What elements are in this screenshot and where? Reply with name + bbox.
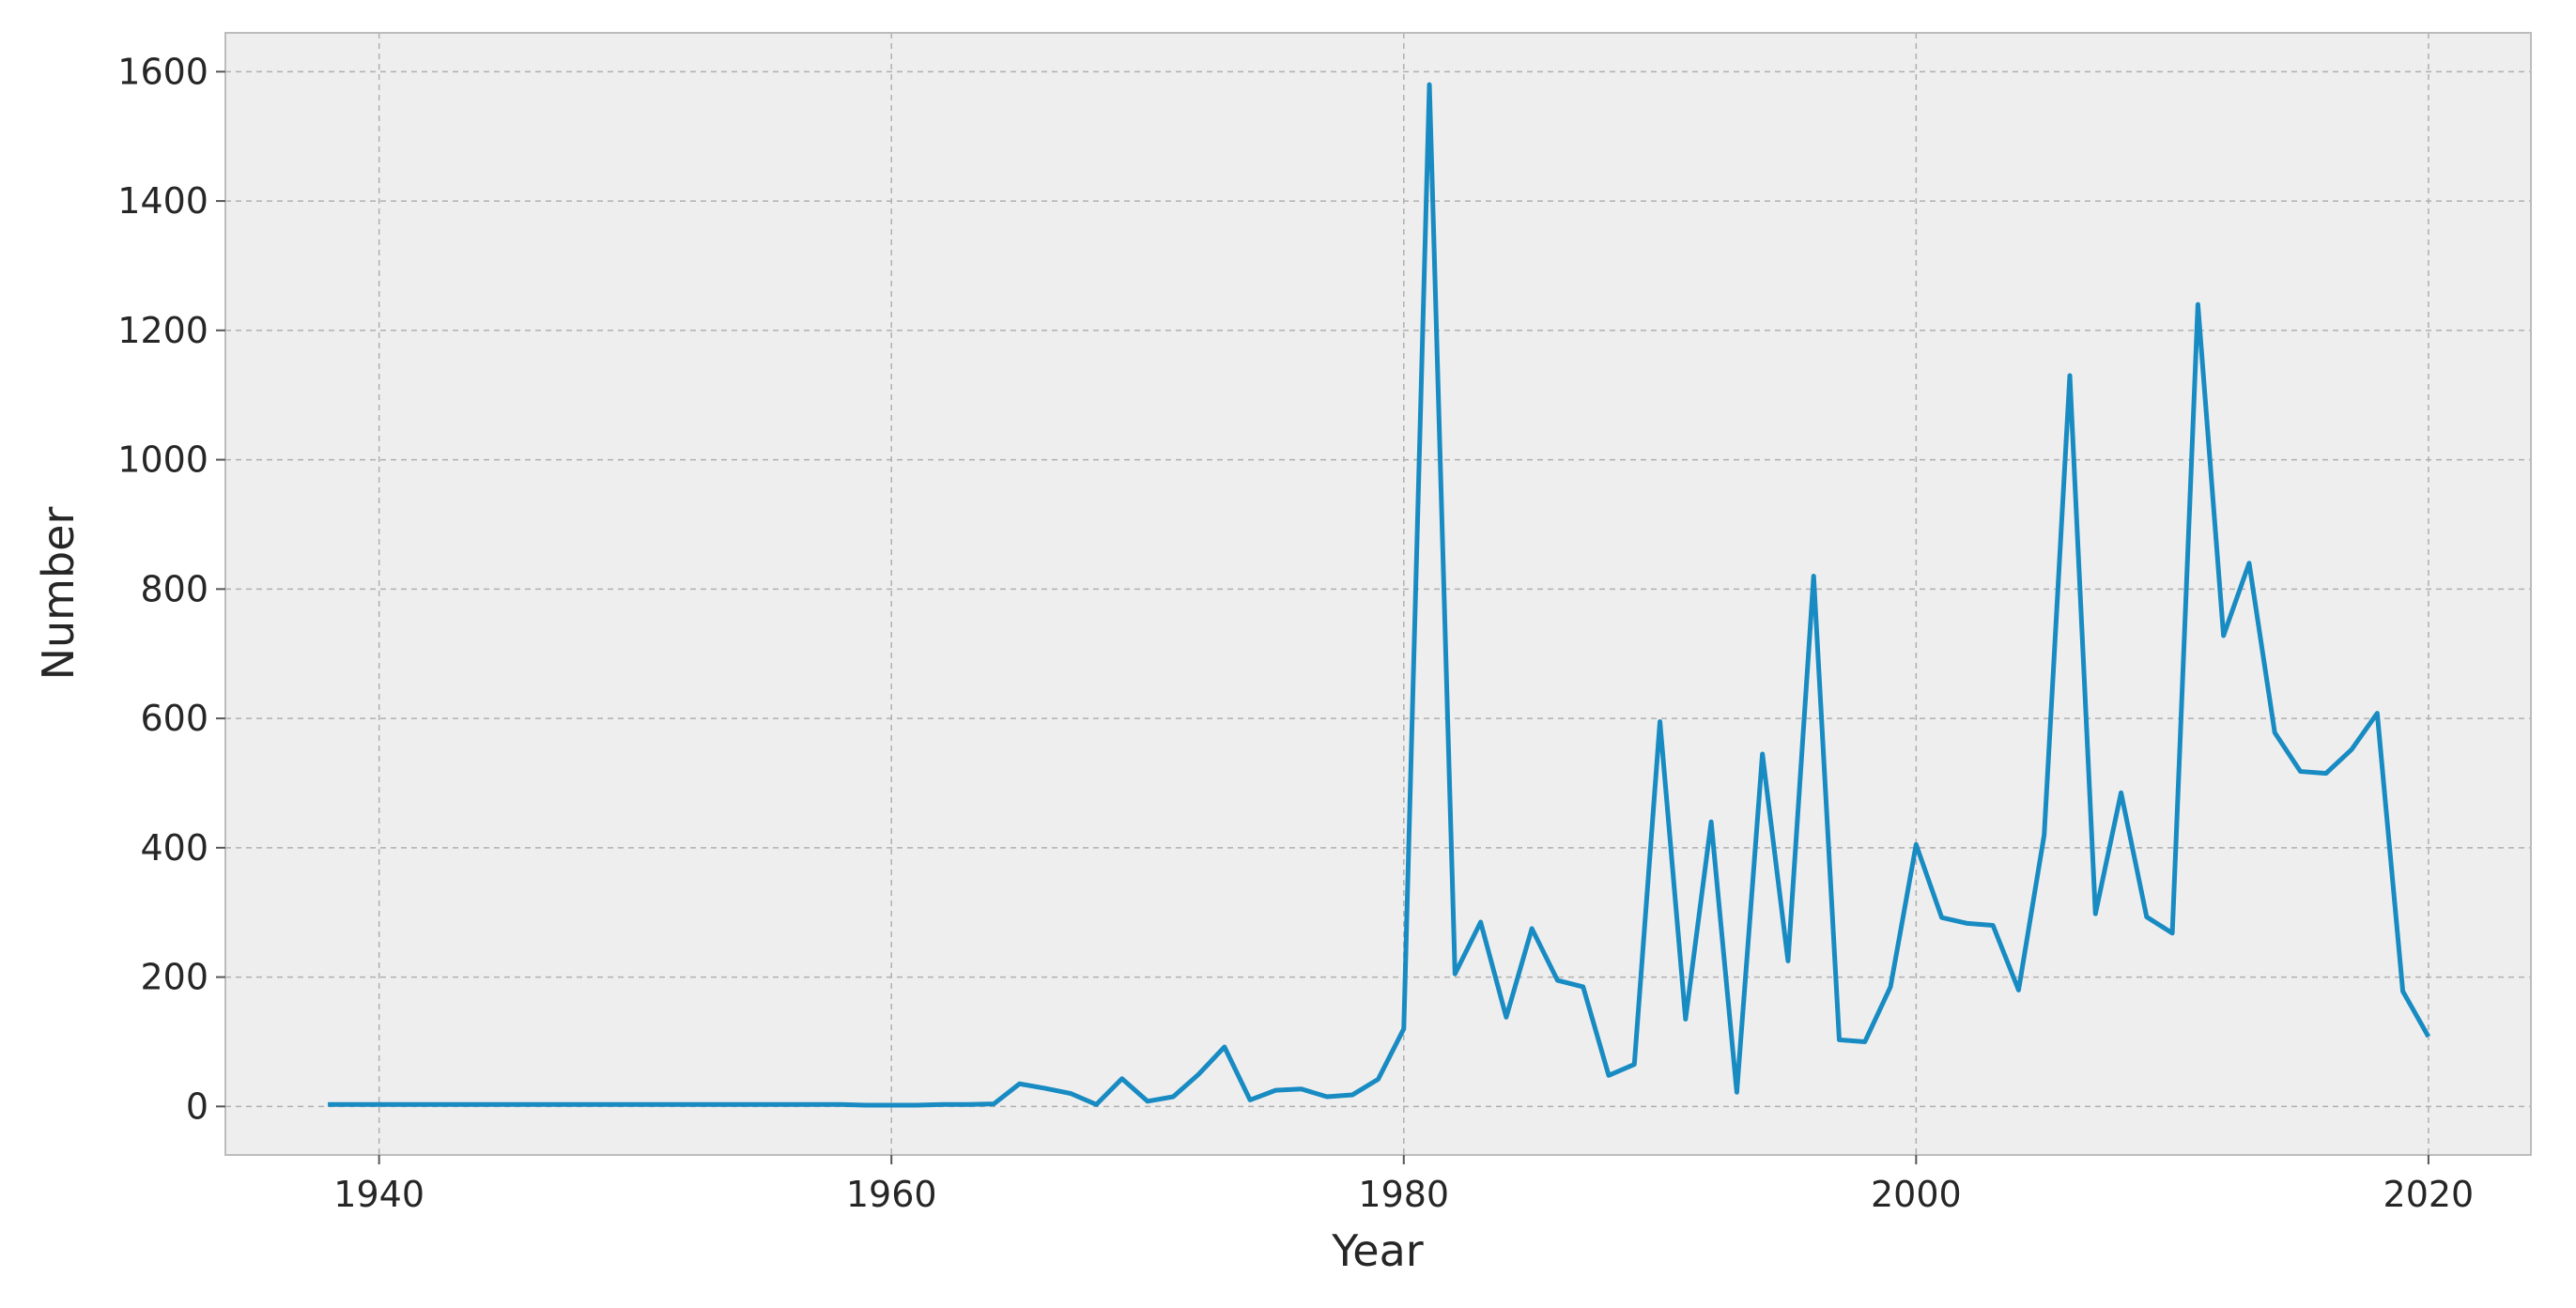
y-tick-label: 0 bbox=[186, 1085, 208, 1127]
x-tick-label: 1960 bbox=[846, 1174, 937, 1215]
x-tick-label: 1940 bbox=[333, 1174, 424, 1215]
x-tick-label: 2020 bbox=[2383, 1174, 2475, 1215]
y-tick-label: 200 bbox=[140, 957, 208, 998]
y-axis-label: Number bbox=[33, 507, 84, 681]
x-axis-ticks: 1940 1960 1980 2000 2020 bbox=[333, 1155, 2474, 1215]
y-tick-label: 400 bbox=[140, 827, 208, 869]
y-tick-label: 1200 bbox=[117, 310, 208, 351]
plot-frame bbox=[224, 32, 2532, 1156]
y-tick-label: 1400 bbox=[117, 180, 208, 222]
x-tick-label: 2000 bbox=[1871, 1174, 1962, 1215]
y-tick-label: 1000 bbox=[117, 439, 208, 481]
y-tick-label: 1600 bbox=[117, 51, 208, 92]
plot-background bbox=[225, 33, 2531, 1155]
x-tick-label: 1980 bbox=[1358, 1174, 1449, 1215]
x-axis-label: Year bbox=[1331, 1225, 1423, 1276]
y-tick-label: 600 bbox=[140, 698, 208, 739]
series-line bbox=[328, 82, 2431, 1108]
y-axis-ticks: 0 200 400 600 800 1000 1200 1400 1600 bbox=[117, 51, 225, 1127]
y-tick-label: 800 bbox=[140, 568, 208, 609]
grid-lines bbox=[225, 33, 2531, 1155]
